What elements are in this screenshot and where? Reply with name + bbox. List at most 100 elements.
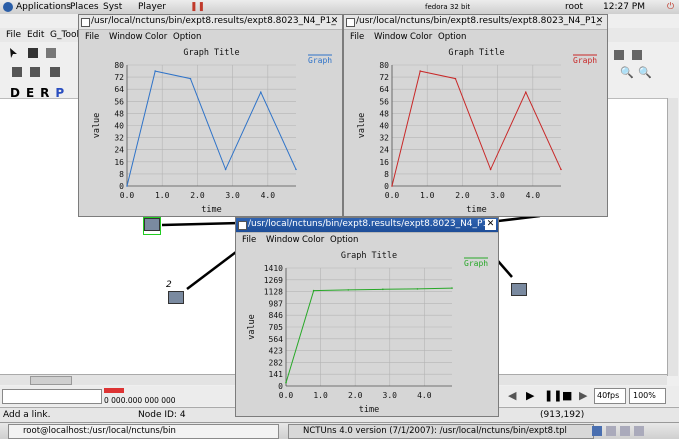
menu-file[interactable]: File bbox=[350, 32, 365, 42]
menu-option[interactable]: Option bbox=[173, 32, 202, 42]
x-tick-label: 4.0 bbox=[526, 191, 541, 200]
logout-icon[interactable]: ⏻ bbox=[667, 2, 675, 12]
applications-menu[interactable]: Applications bbox=[16, 2, 71, 12]
pause-button-icon[interactable]: ❚❚ bbox=[544, 389, 563, 402]
data-point bbox=[382, 288, 384, 291]
menu-file[interactable]: File bbox=[242, 235, 257, 245]
y-tick-label: 40 bbox=[114, 122, 124, 131]
x-tick-label: 4.0 bbox=[261, 191, 276, 200]
status-coords: (913,192) bbox=[540, 410, 585, 420]
data-point bbox=[454, 77, 457, 80]
link-tool-icon[interactable] bbox=[46, 48, 56, 58]
window-titlebar[interactable]: /usr/local/nctuns/bin/expt8.results/expt… bbox=[344, 15, 607, 30]
y-tick-label: 987 bbox=[269, 299, 284, 308]
pointer-tool-icon[interactable] bbox=[10, 48, 18, 58]
x-tick-label: 4.0 bbox=[417, 391, 432, 400]
menu-color[interactable]: Color bbox=[410, 32, 433, 42]
menu-file[interactable]: File bbox=[85, 32, 100, 42]
workspace-icon[interactable] bbox=[634, 426, 644, 436]
graph-window-green: /usr/local/nctuns/bin/expt8.results/expt… bbox=[235, 217, 499, 417]
y-tick-label: 48 bbox=[379, 109, 389, 118]
data-point bbox=[451, 287, 453, 289]
places-menu[interactable]: Places bbox=[70, 2, 99, 12]
fedora-logo-icon[interactable] bbox=[3, 2, 13, 12]
y-tick-label: 705 bbox=[269, 323, 284, 332]
close-icon[interactable]: ✕ bbox=[595, 16, 604, 26]
menu-option[interactable]: Option bbox=[330, 235, 359, 245]
mode-draw[interactable]: D bbox=[10, 86, 26, 100]
y-tick-label: 8 bbox=[119, 170, 124, 179]
menu-color[interactable]: Color bbox=[145, 32, 168, 42]
player-launcher[interactable]: Player bbox=[138, 2, 167, 12]
close-icon[interactable]: ✕ bbox=[485, 219, 496, 230]
switch-tool-icon[interactable] bbox=[30, 67, 40, 77]
box-tool-icon[interactable] bbox=[28, 48, 38, 58]
x-tick-label: 2.0 bbox=[455, 191, 470, 200]
y-tick-label: 72 bbox=[379, 73, 389, 82]
close-icon[interactable]: ✕ bbox=[330, 16, 339, 26]
y-tick-label: 423 bbox=[269, 347, 284, 356]
mode-run[interactable]: R bbox=[40, 86, 56, 100]
workspace-icon[interactable] bbox=[592, 426, 602, 436]
stop-icon[interactable]: ■ bbox=[562, 389, 573, 402]
pause-icon[interactable]: ❚❚ bbox=[190, 2, 206, 12]
x-tick-label: 3.0 bbox=[490, 191, 505, 200]
data-point bbox=[154, 70, 156, 72]
play-icon[interactable]: ▶ bbox=[526, 389, 535, 402]
menu-window[interactable]: Window bbox=[266, 235, 300, 245]
progress-indicator bbox=[104, 388, 124, 393]
zoom-in-icon[interactable]: 🔍 bbox=[620, 66, 634, 79]
zoom-out-icon[interactable]: 🔍 bbox=[638, 66, 652, 79]
app-menu-file[interactable]: File bbox=[6, 30, 22, 40]
window-title: /usr/local/nctuns/bin/expt8.results/expt… bbox=[91, 16, 336, 26]
data-point bbox=[347, 289, 350, 291]
y-tick-label: 141 bbox=[269, 370, 284, 379]
host-node-icon[interactable] bbox=[511, 283, 527, 296]
fps-select[interactable]: 40fps bbox=[594, 388, 626, 404]
tool-icon[interactable] bbox=[632, 50, 642, 60]
window-menubar: File Window Color Option bbox=[344, 30, 607, 44]
line-chart: Graph Title Graph 0 8 16 24 32 40 48 56 64 72 80 0.0 1… bbox=[92, 48, 332, 215]
y-tick-label: 0 bbox=[119, 182, 124, 191]
data-point bbox=[489, 168, 492, 171]
x-tick-label: 1.0 bbox=[420, 191, 435, 200]
task-terminal[interactable]: root@localhost:/usr/local/nctuns/bin bbox=[8, 424, 279, 439]
forward-icon[interactable]: ▶ bbox=[579, 389, 588, 402]
y-axis-label: value bbox=[92, 113, 102, 139]
system-menu[interactable]: Syst bbox=[103, 2, 123, 12]
host-node-icon[interactable] bbox=[144, 218, 160, 231]
clock[interactable]: 12:27 PM bbox=[603, 2, 645, 12]
tool-icon[interactable] bbox=[614, 50, 624, 60]
workspace-icon[interactable] bbox=[620, 426, 630, 436]
data-point bbox=[224, 168, 227, 171]
menu-window[interactable]: Window bbox=[374, 32, 408, 42]
host-node-icon[interactable] bbox=[168, 291, 184, 304]
zoom-select[interactable]: 100% bbox=[629, 388, 666, 404]
router-tool-icon[interactable] bbox=[50, 67, 60, 77]
taskbar: root@localhost:/usr/local/nctuns/bin NCT… bbox=[0, 422, 679, 439]
workspace-icon[interactable] bbox=[606, 426, 616, 436]
window-titlebar[interactable]: /usr/local/nctuns/bin/expt8.results/expt… bbox=[79, 15, 342, 30]
chart-title: Graph Title bbox=[341, 251, 397, 261]
user-label[interactable]: root bbox=[565, 2, 584, 12]
selection-box bbox=[143, 217, 161, 235]
scroll-thumb[interactable] bbox=[30, 376, 72, 385]
app-menu-gtools[interactable]: G_Tools bbox=[50, 30, 84, 40]
data-point bbox=[285, 381, 287, 384]
x-tick-label: 2.0 bbox=[348, 391, 363, 400]
app-menu-edit[interactable]: Edit bbox=[27, 30, 45, 40]
mode-play[interactable]: P bbox=[55, 86, 71, 100]
y-tick-label: 1269 bbox=[264, 276, 283, 285]
menu-color[interactable]: Color bbox=[302, 235, 325, 245]
mode-edit[interactable]: E bbox=[25, 86, 41, 100]
hub-tool-icon[interactable] bbox=[12, 67, 22, 77]
vertical-scrollbar[interactable] bbox=[667, 98, 678, 376]
menu-window[interactable]: Window bbox=[109, 32, 143, 42]
rewind-icon[interactable]: ◀ bbox=[508, 389, 517, 402]
y-tick-label: 56 bbox=[379, 97, 389, 106]
data-point bbox=[312, 289, 315, 292]
menu-option[interactable]: Option bbox=[438, 32, 467, 42]
window-titlebar[interactable]: /usr/local/nctuns/bin/expt8.results/expt… bbox=[236, 218, 498, 233]
series-line bbox=[126, 70, 297, 187]
task-nctuns[interactable]: NCTUns 4.0 version (7/1/2007): /usr/loca… bbox=[288, 424, 594, 439]
